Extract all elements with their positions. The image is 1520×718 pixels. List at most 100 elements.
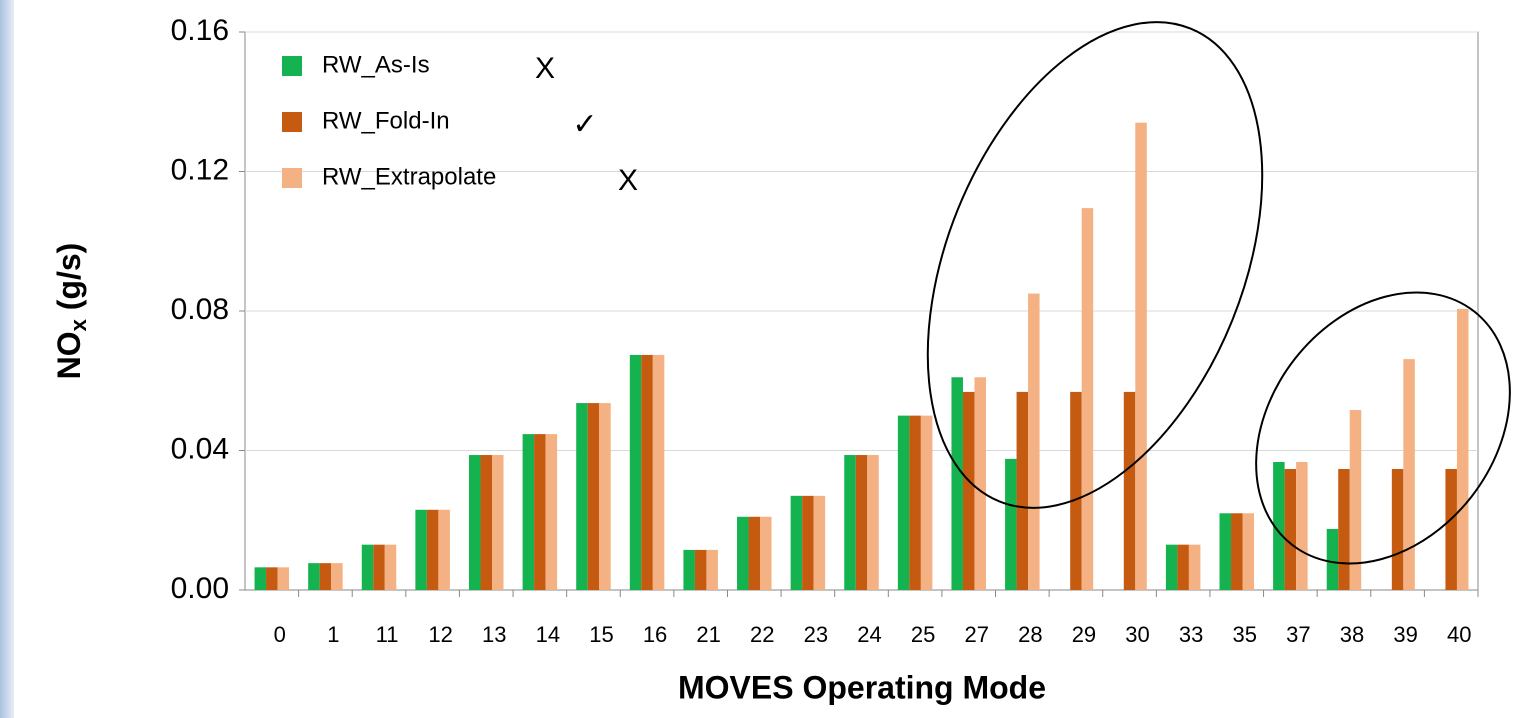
x-tick-label: 0: [274, 622, 286, 647]
bar: [737, 516, 749, 590]
bar: [1456, 308, 1469, 590]
bar: [790, 495, 803, 590]
x-tick-label: 14: [536, 622, 560, 647]
bar: [1391, 468, 1404, 590]
highlight-ellipse: [1255, 291, 1511, 565]
x-tick-label: 38: [1340, 622, 1364, 647]
bar: [319, 563, 332, 590]
x-tick-label: 33: [1179, 622, 1203, 647]
bar: [1016, 391, 1029, 590]
x-tick-label: 25: [911, 622, 935, 647]
bar: [802, 495, 814, 590]
bar: [897, 415, 910, 590]
bar: [951, 377, 963, 590]
x-tick-label: 29: [1072, 622, 1096, 647]
bar: [1219, 513, 1232, 590]
x-tick-label: 22: [750, 622, 774, 647]
bar: [522, 434, 535, 590]
x-tick-label: 24: [857, 622, 881, 647]
bar: [694, 549, 707, 590]
legend-swatch: [282, 168, 302, 188]
y-axis-title-unit: (g/s): [51, 243, 87, 319]
x-tick-label: 30: [1125, 622, 1149, 647]
x-axis-title: MOVES Operating Mode: [678, 669, 1046, 705]
x-tick-label: 21: [696, 622, 720, 647]
bar: [844, 455, 856, 590]
x-tick-label: 23: [804, 622, 828, 647]
legend-swatch: [282, 112, 302, 132]
y-axis-title-sub: x: [66, 318, 91, 331]
bar: [468, 455, 481, 590]
x-tick-label: 37: [1286, 622, 1310, 647]
legend-label: RW_As-Is: [322, 51, 430, 78]
bar: [266, 567, 278, 590]
bar: [1135, 122, 1147, 591]
bar: [545, 434, 558, 590]
bar: [1296, 462, 1308, 590]
bar: [1081, 208, 1094, 590]
bar: [652, 354, 665, 590]
bar: [415, 509, 427, 590]
x-tick-label: 12: [428, 622, 452, 647]
bar: [1188, 544, 1201, 590]
x-tick-label: 16: [643, 622, 667, 647]
legend-annotation: X: [535, 52, 555, 85]
x-tick-label: 28: [1018, 622, 1042, 647]
bar: [331, 563, 343, 590]
bar: [277, 567, 290, 590]
y-tick-label: 0.12: [171, 153, 229, 186]
x-tick-label: 35: [1233, 622, 1257, 647]
edge-decoration: [0, 0, 14, 718]
y-tick-label: 0.00: [171, 572, 229, 605]
x-tick-label: 15: [589, 622, 613, 647]
bar: [641, 354, 653, 590]
y-axis-title: NOx (g/s): [51, 243, 90, 380]
bar: [438, 509, 450, 590]
bar: [1070, 391, 1082, 590]
bar: [576, 403, 588, 590]
plot-area: 0.000.040.080.120.160 1 11 12 13 14 15 16 21 22 23…: [171, 14, 1479, 647]
bar: [1005, 458, 1017, 590]
bar: [1123, 391, 1136, 590]
bar: [1284, 468, 1297, 590]
bar: [1028, 293, 1040, 590]
bar: [760, 516, 772, 590]
bar: [254, 567, 267, 590]
y-tick-label: 0.08: [171, 293, 229, 326]
bar: [683, 549, 695, 590]
bar: [491, 455, 504, 590]
x-tick-label: 1: [327, 622, 339, 647]
bar: [1242, 513, 1255, 590]
bar: [1349, 410, 1362, 590]
bar: [1165, 544, 1178, 590]
bar: [974, 377, 986, 590]
y-tick-label: 0.16: [171, 14, 229, 47]
bar: [920, 415, 933, 590]
bar: [1338, 468, 1350, 590]
bar: [1231, 513, 1243, 590]
bar: [962, 391, 975, 590]
bar: [480, 455, 492, 590]
bar: [629, 354, 642, 590]
bar: [361, 544, 374, 590]
bar: [813, 495, 826, 590]
legend-swatch: [282, 56, 302, 76]
bar: [308, 563, 320, 590]
bar: [1326, 528, 1339, 590]
bar: [587, 403, 600, 590]
legend-label: RW_Extrapolate: [322, 163, 496, 190]
bar: [426, 509, 439, 590]
highlight-ellipse: [926, 21, 1264, 509]
x-tick-label: 27: [964, 622, 988, 647]
bar: [384, 544, 397, 590]
x-tick-label: 13: [482, 622, 506, 647]
bar: [1445, 468, 1457, 590]
legend-label: RW_Fold-In: [322, 107, 450, 134]
bar: [909, 415, 921, 590]
bar: [599, 403, 611, 590]
x-tick-label: 40: [1447, 622, 1471, 647]
bar: [706, 549, 718, 590]
legend-annotation: X: [618, 164, 638, 197]
bar: [855, 455, 868, 590]
